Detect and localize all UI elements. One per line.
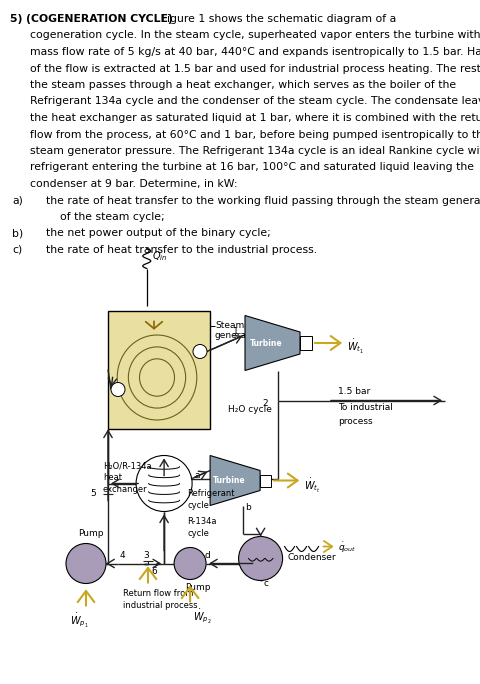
Text: R-134a: R-134a [187,516,216,525]
Text: a: a [194,471,199,479]
Text: the heat exchanger as saturated liquid at 1 bar, where it is combined with the r: the heat exchanger as saturated liquid a… [30,113,480,123]
Text: To industrial: To industrial [337,404,392,412]
Text: 6: 6 [151,566,156,575]
Text: generator: generator [215,332,259,341]
Text: d: d [204,551,209,560]
Text: 1.5 bar: 1.5 bar [337,388,370,397]
Text: H₂O/R-134a: H₂O/R-134a [103,462,151,471]
Text: c: c [263,579,268,588]
Bar [260,475,271,486]
Text: heat: heat [103,473,122,482]
Text: 5) (COGENERATION CYCLE): 5) (COGENERATION CYCLE) [10,14,172,24]
Text: $\dot{Q}_{in}$: $\dot{Q}_{in}$ [152,246,167,263]
Text: Turbine: Turbine [249,339,282,347]
Circle shape [238,536,282,581]
Text: Turbine: Turbine [212,476,245,485]
Text: c): c) [12,245,22,255]
Text: the net power output of the binary cycle;: the net power output of the binary cycle… [46,228,270,239]
Text: the rate of heat transfer to the industrial process.: the rate of heat transfer to the industr… [46,245,316,255]
Text: 5: 5 [90,488,96,497]
Text: cogeneration cycle. In the steam cycle, superheated vapor enters the turbine wit: cogeneration cycle. In the steam cycle, … [30,31,480,40]
Text: refrigerant entering the turbine at 16 bar, 100°C and saturated liquid leaving t: refrigerant entering the turbine at 16 b… [30,163,473,172]
Circle shape [192,345,206,358]
Text: 4: 4 [120,551,125,560]
Polygon shape [244,315,300,371]
Text: 1: 1 [232,327,238,336]
Text: b: b [245,503,251,512]
Text: condenser at 9 bar. Determine, in kW:: condenser at 9 bar. Determine, in kW: [30,179,237,189]
Text: Condenser: Condenser [287,553,336,562]
Circle shape [66,544,106,583]
Text: of the steam cycle;: of the steam cycle; [60,212,164,222]
Text: H₂O cycle: H₂O cycle [228,406,271,415]
Text: Refrigerant: Refrigerant [187,488,234,497]
Circle shape [136,456,192,512]
Text: flow from the process, at 60°C and 1 bar, before being pumped isentropically to : flow from the process, at 60°C and 1 bar… [30,129,480,140]
Text: Refrigerant 134a cycle and the condenser of the steam cycle. The condensate leav: Refrigerant 134a cycle and the condenser… [30,96,480,107]
Polygon shape [210,456,260,505]
Text: b): b) [12,228,23,239]
Text: process: process [337,417,372,425]
Text: $\dot{W}_{t_t}$: $\dot{W}_{t_t}$ [303,477,320,495]
Text: $\dot{W}_{p_1}$: $\dot{W}_{p_1}$ [70,611,88,629]
Text: cycle: cycle [187,501,208,510]
Text: the steam passes through a heat exchanger, which serves as the boiler of the: the steam passes through a heat exchange… [30,80,455,90]
Text: $\dot{W}_{p_2}$: $\dot{W}_{p_2}$ [192,607,211,626]
Bar [108,311,210,428]
Text: industrial process: industrial process [123,601,197,609]
Text: of the flow is extracted at 1.5 bar and used for industrial process heating. The: of the flow is extracted at 1.5 bar and … [30,64,480,73]
Circle shape [111,382,125,397]
Text: the rate of heat transfer to the working fluid passing through the steam generat: the rate of heat transfer to the working… [46,196,480,205]
Text: mass flow rate of 5 kg/s at 40 bar, 440°C and expands isentropically to 1.5 bar.: mass flow rate of 5 kg/s at 40 bar, 440°… [30,47,480,57]
Circle shape [174,547,205,579]
Text: Steam: Steam [215,321,244,330]
Text: steam generator pressure. The Refrigerant 134a cycle is an ideal Rankine cycle w: steam generator pressure. The Refrigeran… [30,146,480,156]
Text: cycle: cycle [187,529,208,538]
Text: Return flow from: Return flow from [123,588,193,598]
Text: Pump: Pump [78,529,103,538]
Text: a): a) [12,196,23,205]
Bar [300,336,312,350]
Text: 2: 2 [262,399,267,408]
Text: exchanger: exchanger [103,486,147,495]
Text: Pump: Pump [185,583,210,592]
Text: $\dot{W}_{t_1}$: $\dot{W}_{t_1}$ [346,338,363,356]
Text: $\dot{q}_{out}$: $\dot{q}_{out}$ [337,540,355,555]
Text: Figure 1 shows the schematic diagram of a: Figure 1 shows the schematic diagram of … [157,14,396,24]
Text: 3: 3 [143,551,148,560]
